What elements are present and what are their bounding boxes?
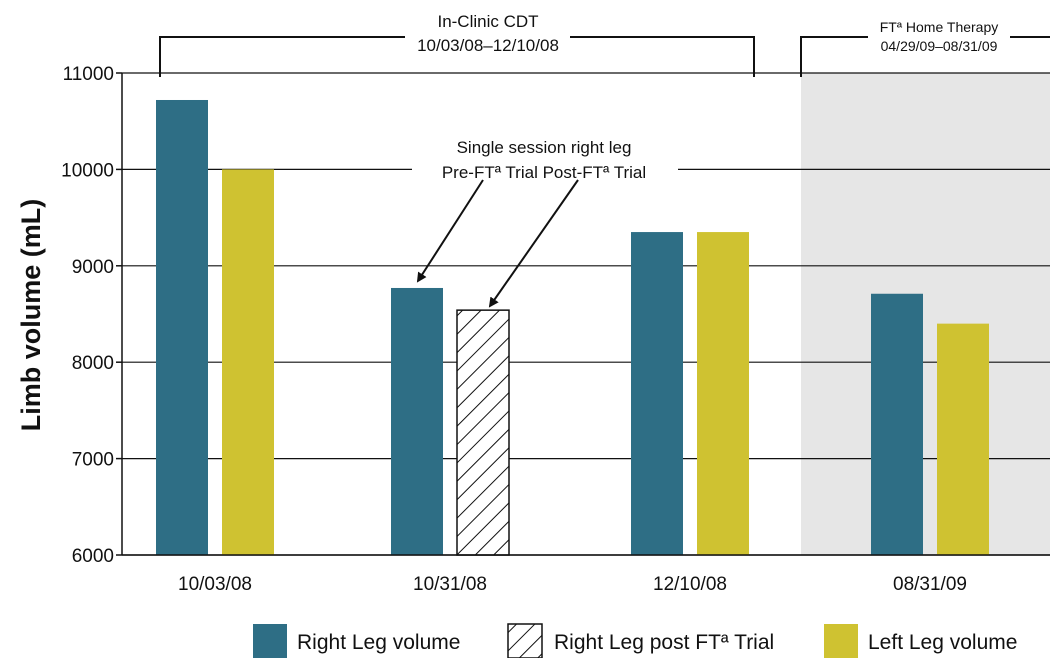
x-tick-label: 08/31/09	[893, 574, 967, 595]
post-trial-arrow	[488, 179, 579, 308]
y-tick-label: 8000	[72, 353, 114, 374]
bar-left-leg-volume-10-03-08	[222, 169, 274, 555]
bars	[156, 99, 989, 556]
legend-swatch-right-leg	[253, 624, 287, 658]
annotation-background	[412, 162, 678, 182]
bar-right-leg-volume-12-10-08	[631, 232, 683, 555]
y-axis-label: Limb volume (mL)	[16, 199, 46, 432]
legend-swatch-right-leg-post-trial	[507, 623, 543, 658]
single-session-line2: Pre-FTª Trial Post-FTª Trial	[442, 163, 646, 182]
bar-right-leg-volume-10-03-08	[156, 99, 208, 555]
legend-label-right-leg: Right Leg volume	[297, 631, 460, 654]
bar-right-leg-volume-10-31-08	[391, 287, 443, 555]
bar-right-leg-post-ft-trial-10-31-08	[456, 309, 510, 556]
single-session-line1: Single session right leg	[457, 138, 632, 157]
legend: Right Leg volume Right Leg post FTª Tria…	[253, 623, 1017, 658]
single-session-annotation: Single session right leg Pre-FTª Trial P…	[412, 138, 678, 308]
home-therapy-shaded-region	[801, 73, 1050, 555]
y-tick-label: 10000	[61, 160, 114, 181]
home-therapy-dates: 04/29/09–08/31/09	[881, 38, 998, 54]
axes	[116, 72, 1050, 556]
y-tick-label: 7000	[72, 450, 114, 471]
y-tick-label: 9000	[72, 257, 114, 278]
legend-label-right-leg-post-trial: Right Leg post FTª Trial	[554, 631, 774, 654]
home-therapy-bracket: FTª Home Therapy 04/29/09–08/31/09	[800, 19, 1050, 77]
y-tick-label: 6000	[72, 546, 114, 567]
home-therapy-title: FTª Home Therapy	[880, 19, 999, 35]
x-tick-labels: 10/03/08 10/31/08 12/10/08 08/31/09	[178, 574, 967, 595]
x-tick-label: 10/31/08	[413, 574, 487, 595]
x-tick-label: 10/03/08	[178, 574, 252, 595]
bar-left-leg-volume-12-10-08	[697, 232, 749, 555]
y-tick-labels: 6000 7000 8000 9000 10000 11000	[61, 64, 114, 567]
clinic-title: In-Clinic CDT	[437, 12, 538, 31]
legend-swatch-left-leg	[824, 624, 858, 658]
bar-right-leg-volume-08-31-09	[871, 293, 923, 555]
y-tick-label: 11000	[63, 64, 114, 85]
bar-left-leg-volume-08-31-09	[937, 323, 989, 555]
x-tick-label: 12/10/08	[653, 574, 727, 595]
clinic-dates: 10/03/08–12/10/08	[417, 36, 559, 55]
legend-label-left-leg: Left Leg volume	[868, 631, 1017, 654]
pre-trial-arrow	[416, 179, 484, 283]
clinic-bracket: In-Clinic CDT 10/03/08–12/10/08	[159, 12, 755, 77]
